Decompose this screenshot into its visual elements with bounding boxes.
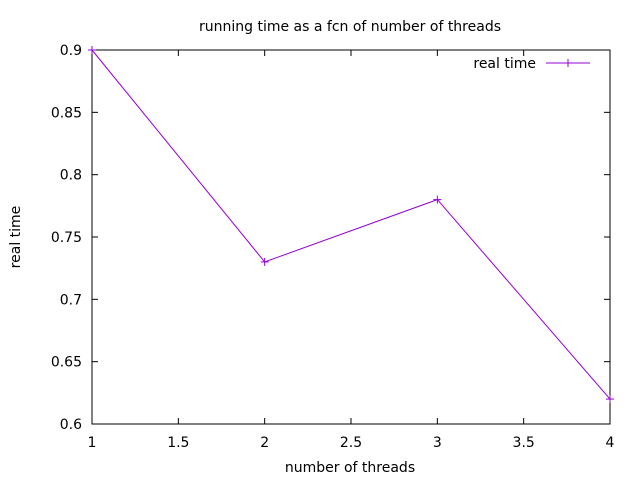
y-tick-label: 0.85 [51,105,82,121]
y-tick-label: 0.6 [60,417,82,433]
y-tick-label: 0.65 [51,355,82,371]
data-point [88,46,96,54]
x-tick-label: 3.5 [513,435,535,451]
y-axis-label: real time [8,206,24,269]
x-tick-label: 4 [606,435,615,451]
series-line-real-time [91,49,611,400]
plot-area-border [91,49,611,425]
x-tick-label: 3 [433,435,442,451]
axis-ticks [91,49,611,425]
y-tick-label: 0.75 [51,230,82,246]
data-point [433,195,442,204]
legend-marker [564,59,572,67]
x-tick-label: 2.5 [340,435,362,451]
legend: real time [473,56,590,72]
x-tick-label: 2 [260,435,269,451]
chart-title: running time as a fcn of number of threa… [199,19,501,35]
data-point [606,395,614,404]
legend-label-real-time: real time [473,56,536,72]
x-tick-label: 1 [88,435,97,451]
series-layer [88,46,614,404]
data-point [260,257,269,266]
y-tick-label: 0.7 [60,292,82,308]
axis-tick-labels: 1 1.5 2 2.5 3 3.5 4 0.6 0.65 0.7 0.75 0.8 0.85 0.9 [51,43,615,451]
x-tick-label: 1.5 [167,435,189,451]
x-axis-label: number of threads [285,460,415,476]
y-tick-label: 0.9 [60,43,82,59]
y-tick-label: 0.8 [60,168,82,184]
